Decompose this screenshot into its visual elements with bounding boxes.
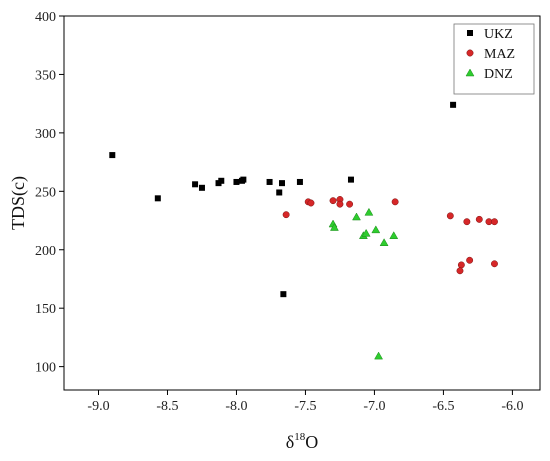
point-dnz [389,231,399,239]
legend-marker-ukz [467,30,473,36]
y-axis-title: TDS(c) [8,176,29,230]
point-ukz [347,176,354,183]
point-maz [491,218,498,226]
x-tick-label: -9.0 [87,399,109,414]
x-axis-title-superscript: 18 [294,431,306,443]
point-dnz [374,351,384,360]
y-tick-label: 200 [35,244,56,259]
y-tick-label: 350 [35,68,56,83]
plot-area [63,15,541,391]
point-ukz [276,189,283,196]
point-maz [491,260,498,268]
point-ukz [109,152,116,159]
x-tick-label: -8.0 [225,399,247,414]
point-ukz [198,184,205,191]
y-axis: 100 150 200 250 300 350 400 [35,10,64,376]
point-maz [391,198,399,206]
x-axis: -9.0 -8.5 -8.0 -7.5 -7.0 -6.5 -6.0 [87,390,523,414]
point-ukz [450,101,457,108]
x-tick-label: -8.5 [156,399,178,414]
y-tick-label: 100 [35,361,56,376]
legend-marker-maz [466,49,474,57]
x-axis-title-tail: O [305,432,318,452]
point-maz [475,215,483,223]
point-maz [282,211,290,219]
point-ukz [192,181,199,188]
point-dnz [361,228,371,237]
y-tick-label: 300 [35,127,56,142]
legend-label-maz: MAZ [484,47,515,62]
legend-marker-dnz [465,68,475,77]
point-dnz [352,212,361,221]
x-tick-label: -6.0 [501,399,523,414]
x-tick-label: -7.0 [363,399,385,414]
point-ukz [218,177,225,184]
point-dnz [371,225,381,234]
point-ukz [154,195,161,202]
legend-label-ukz: UKZ [484,27,513,42]
legend: UKZ MAZ DNZ [453,23,535,95]
point-ukz [266,178,273,185]
point-ukz [233,178,240,185]
point-dnz [329,223,339,231]
point-dnz [364,207,374,216]
point-ukz [296,178,303,185]
point-maz [307,199,315,207]
point-maz [457,261,465,269]
point-maz [336,200,344,208]
x-tick-label: -7.5 [294,399,316,414]
point-ukz [278,180,285,187]
point-maz [446,212,454,220]
point-ukz [240,176,247,183]
x-tick-label: -6.5 [432,399,454,414]
x-axis-title-base: δ [286,432,294,452]
y-tick-label: 150 [35,302,56,317]
point-ukz [280,291,287,298]
point-maz [466,256,474,264]
legend-label-dnz: DNZ [484,67,513,82]
point-dnz [379,238,389,246]
x-axis-title: δ18O [286,431,318,452]
point-maz [463,218,471,226]
point-maz [456,267,464,275]
data-points [109,101,498,360]
y-tick-label: 400 [35,10,56,25]
y-tick-label: 250 [35,185,56,200]
point-maz [329,197,337,205]
point-maz [346,200,354,208]
